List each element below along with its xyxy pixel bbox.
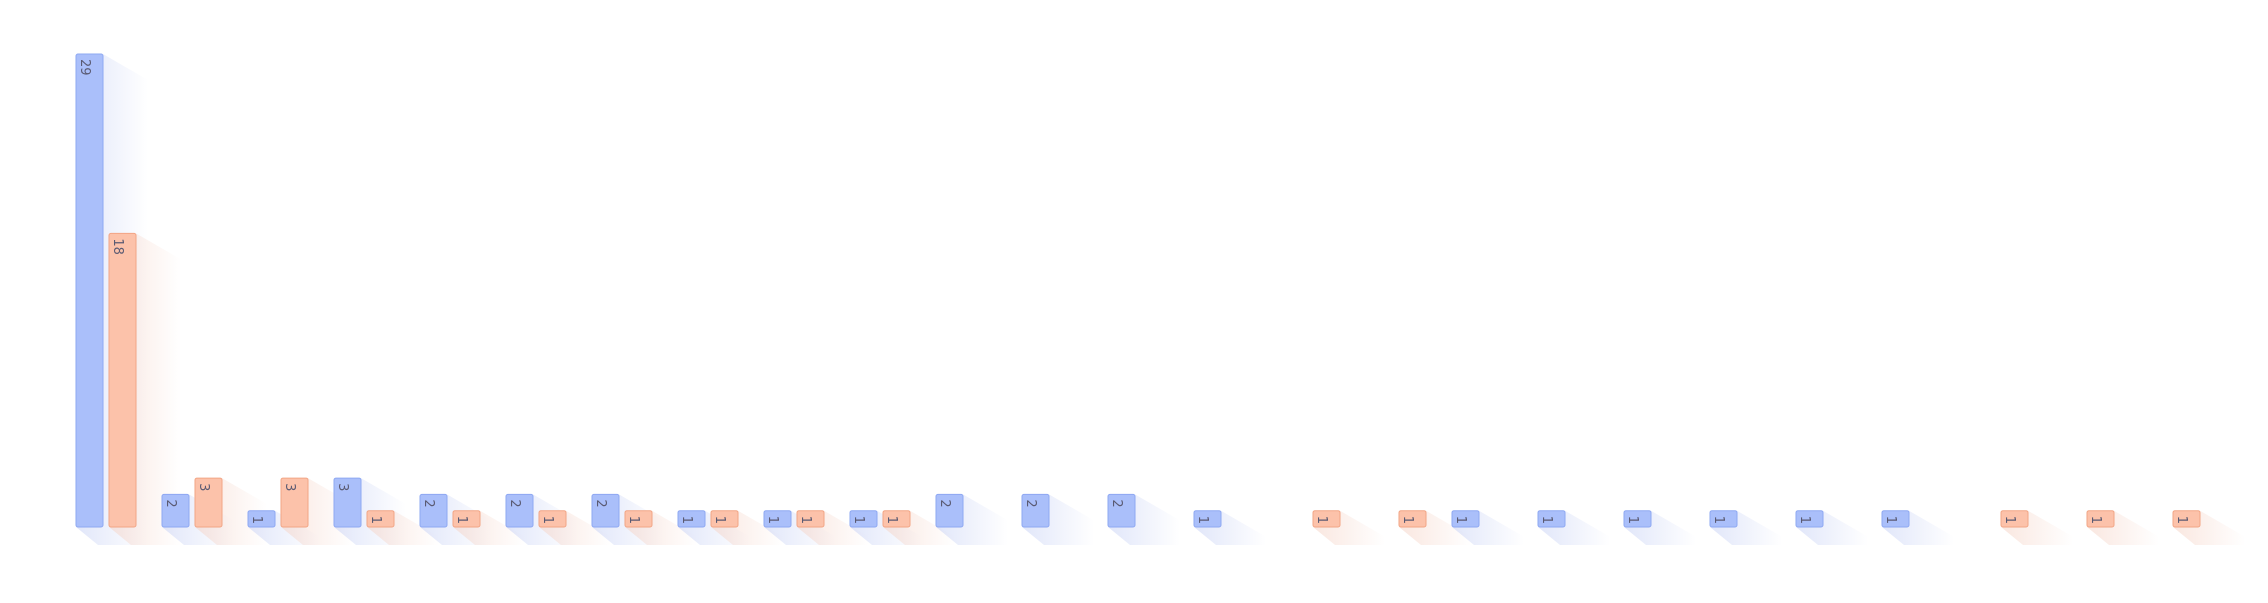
- data-label-s1-c1: 29: [77, 59, 92, 76]
- data-label-s1-c10: 1: [851, 516, 866, 524]
- bar-s2-c9: [796, 510, 825, 528]
- data-label-s1-c22: 1: [1883, 516, 1898, 524]
- data-label-s1-c21: 1: [1797, 516, 1812, 524]
- bar-s2-c7: [624, 510, 653, 528]
- data-labels: 29 18 2 3 1 3 3 1 2 1 2 1 2 1 1 1 1 1 1 1 2 2 2 1 1 1 1 1 1 1 1 1 1 1 1: [77, 59, 2189, 524]
- bar-s2-c24: [2086, 510, 2115, 528]
- bar-s1-c3: [247, 510, 276, 528]
- bar-s1-c19: [1623, 510, 1652, 528]
- bar-s1-c9: [763, 510, 792, 528]
- bar-shadows: [76, 54, 2245, 545]
- data-label-s2-c24: 1: [2088, 516, 2103, 524]
- data-label-s1-c19: 1: [1625, 516, 1640, 524]
- data-label-s1-c7: 2: [593, 499, 608, 507]
- data-label-s1-c2: 2: [163, 499, 178, 507]
- bar-s1-c12: [1021, 493, 1050, 528]
- bar-s1-c22: [1881, 510, 1910, 528]
- bar-s2-c4: [366, 510, 395, 528]
- bar-s1-c14: [1193, 510, 1222, 528]
- bar-s2-c25: [2172, 510, 2201, 528]
- data-label-s1-c11: 2: [937, 499, 952, 507]
- bar-s2-c6: [538, 510, 567, 528]
- bar-s2-c8: [710, 510, 739, 528]
- data-label-s1-c20: 1: [1711, 516, 1726, 524]
- bar-s1-c5: [419, 493, 448, 528]
- data-label-s1-c4: 3: [335, 483, 350, 491]
- data-label-s2-c15: 1: [1314, 516, 1329, 524]
- bar-s1-c21: [1795, 510, 1824, 528]
- bar-s1-c17: [1451, 510, 1480, 528]
- data-label-s1-c5: 2: [421, 499, 436, 507]
- bars: [75, 53, 2201, 528]
- data-label-s2-c4: 1: [368, 516, 383, 524]
- bar-s2-c15: [1312, 510, 1341, 528]
- data-label-s1-c12: 2: [1023, 499, 1038, 507]
- data-label-s2-c23: 1: [2002, 516, 2017, 524]
- bar-s1-c6: [505, 493, 534, 528]
- bar-s2-c2: [194, 477, 223, 528]
- data-label-s2-c9: 1: [798, 516, 813, 524]
- bar-s2-c5: [452, 510, 481, 528]
- data-label-s2-c6: 1: [540, 516, 555, 524]
- data-label-s2-c8: 1: [712, 516, 727, 524]
- data-label-s2-c16: 1: [1400, 516, 1415, 524]
- data-label-s1-c3: 1: [249, 516, 264, 524]
- data-label-s1-c14: 1: [1195, 516, 1210, 524]
- bar-s1-c11: [935, 493, 964, 528]
- data-label-s2-c2: 3: [196, 483, 211, 491]
- bar-s1-c2: [161, 493, 190, 528]
- data-label-s1-c18: 1: [1539, 516, 1554, 524]
- bar-s1-c4: [333, 477, 362, 528]
- data-label-s1-c8: 1: [679, 516, 694, 524]
- data-label-s2-c3: 3: [282, 483, 297, 491]
- bar-s1-c20: [1709, 510, 1738, 528]
- bar-s2-c16: [1398, 510, 1427, 528]
- bar-s1-c8: [677, 510, 706, 528]
- data-label-s1-c17: 1: [1453, 516, 1468, 524]
- bar-s1-c7: [591, 493, 620, 528]
- data-label-s2-c25: 1: [2174, 516, 2189, 524]
- bar-s2-c1: [108, 232, 137, 528]
- data-label-s1-c9: 1: [765, 516, 780, 524]
- bar-s1-c1: [75, 53, 104, 528]
- data-label-s2-c10: 1: [884, 516, 899, 524]
- bar-s2-c10: [882, 510, 911, 528]
- bar-s2-c23: [2000, 510, 2029, 528]
- bar-s1-c18: [1537, 510, 1566, 528]
- bar-s1-c10: [849, 510, 878, 528]
- bar-s2-c3: [280, 477, 309, 528]
- data-label-s2-c1: 18: [110, 238, 125, 255]
- data-label-s2-c7: 1: [626, 516, 641, 524]
- data-label-s2-c5: 1: [454, 516, 469, 524]
- data-label-s1-c6: 2: [507, 499, 522, 507]
- bar-s1-c13: [1107, 493, 1136, 528]
- data-label-s1-c13: 2: [1109, 499, 1124, 507]
